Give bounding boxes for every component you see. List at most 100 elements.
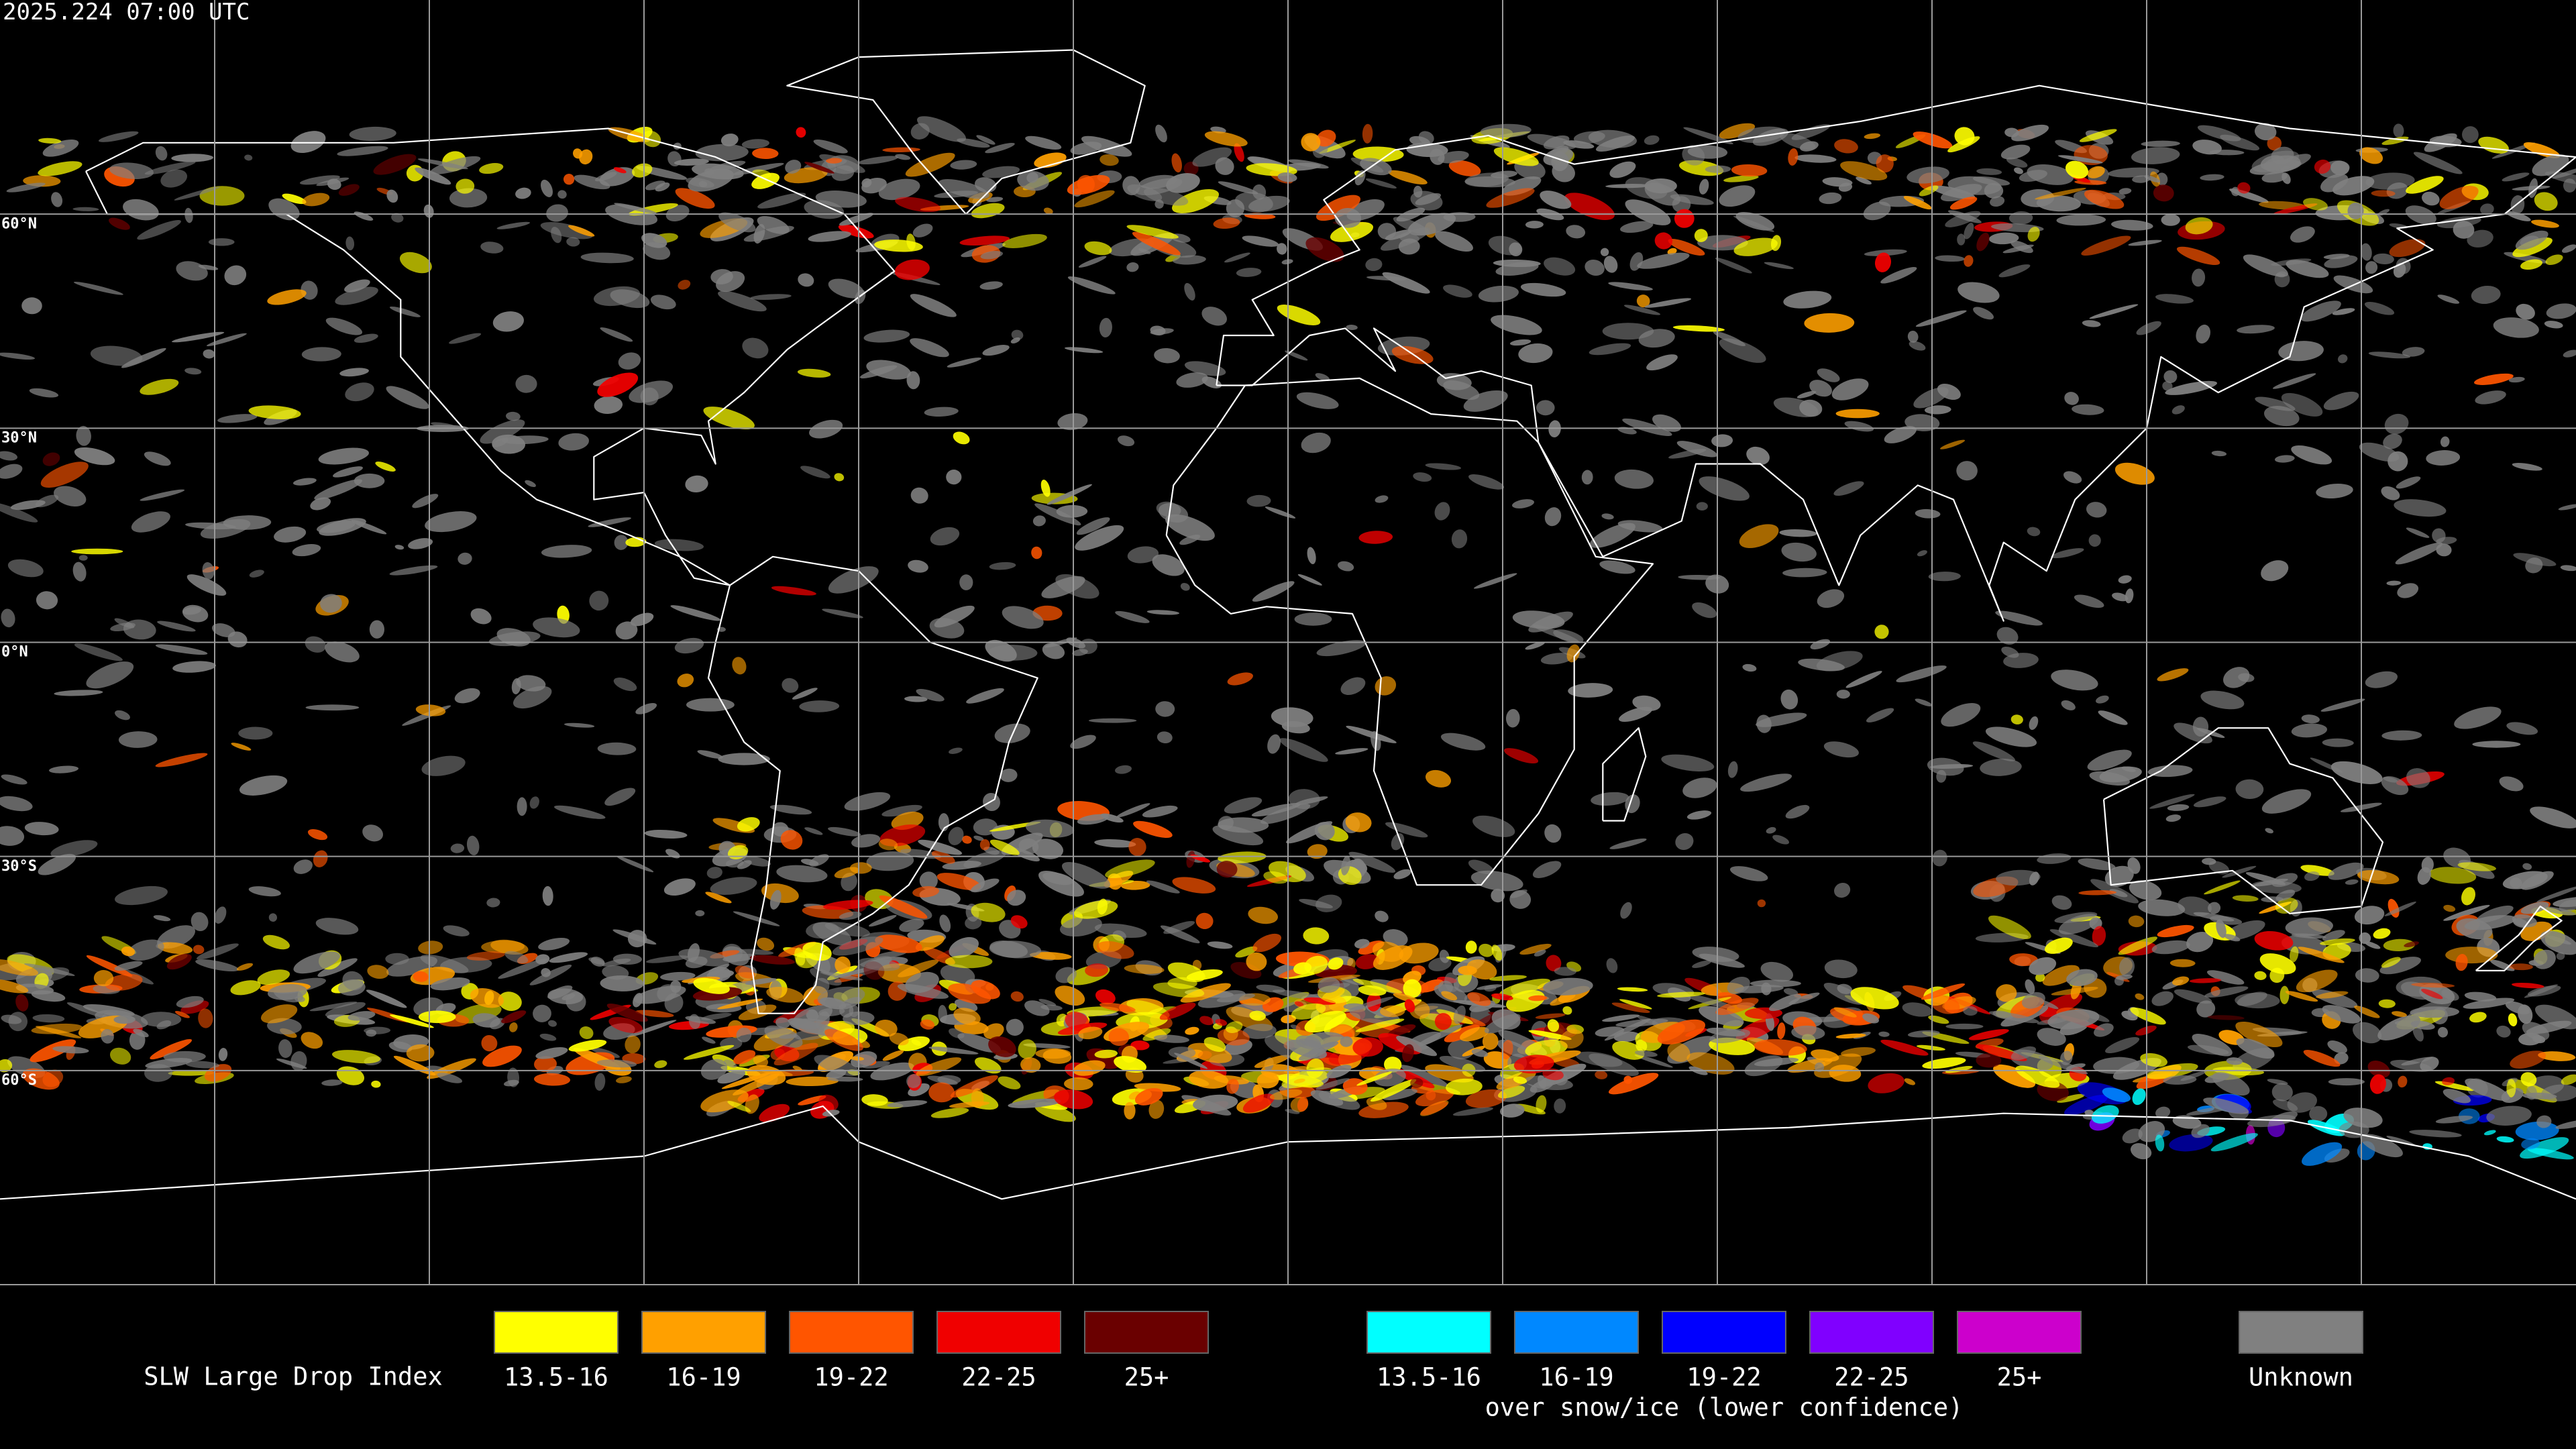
cloud-patch	[1623, 305, 1661, 315]
cloud-patch	[1564, 193, 1615, 220]
cloud-patch	[1377, 223, 1397, 240]
cloud-patch	[718, 290, 767, 312]
cloud-patch	[1115, 610, 1150, 623]
cloud-patch	[800, 466, 830, 479]
cloud-patch	[1602, 1014, 1640, 1022]
cloud-patch	[1434, 502, 1450, 521]
cloud-patch	[905, 152, 955, 177]
cloud-patch	[1699, 178, 1709, 195]
cloud-patch	[418, 1010, 456, 1024]
cloud-patch	[1224, 252, 1250, 263]
cloud-patch	[1614, 469, 1654, 489]
cloud-patch	[718, 753, 770, 765]
cloud-patch	[1917, 550, 1927, 557]
cloud-patch	[2084, 189, 2125, 209]
cloud-patch	[2211, 450, 2227, 457]
cloud-patch	[2222, 865, 2257, 878]
cloud-patch	[1478, 285, 1519, 303]
cloud-patch	[118, 731, 158, 748]
cloud-patch	[1393, 869, 1411, 879]
cloud-patch	[157, 621, 196, 632]
cloud-patch	[1076, 517, 1110, 535]
cloud-patch	[182, 604, 209, 623]
cloud-patch	[1127, 546, 1159, 564]
cloud-patch	[2025, 979, 2035, 994]
cloud-patch	[525, 480, 536, 488]
cloud-patch	[640, 387, 659, 406]
cloud-patch	[2035, 187, 2086, 200]
legend-swatch	[1957, 1311, 2082, 1354]
cloud-patch	[492, 311, 524, 332]
cloud-patch	[171, 154, 213, 162]
cloud-patch	[792, 688, 818, 700]
cloud-patch	[1995, 610, 2043, 626]
cloud-patch	[2563, 350, 2576, 358]
cloud-patch	[1907, 330, 1919, 343]
cloud-patch	[415, 167, 451, 185]
cloud-patch	[2520, 259, 2542, 270]
cloud-patch	[1605, 184, 1652, 189]
cloud-patch	[249, 570, 264, 578]
cloud-patch	[389, 306, 421, 317]
cloud-patch	[533, 617, 580, 638]
cloud-patch	[0, 826, 25, 846]
cloud-patch	[844, 792, 891, 811]
cloud-patch	[1611, 1002, 1650, 1013]
cloud-patch	[980, 250, 1004, 260]
cloud-patch	[1696, 502, 1708, 511]
cloud-patch	[2291, 445, 2332, 465]
cloud-patch	[239, 775, 288, 796]
cloud-patch	[1719, 338, 1766, 363]
cloud-patch	[1043, 207, 1053, 215]
cloud-patch	[2087, 749, 2132, 771]
cloud-patch	[1155, 124, 1167, 143]
cloud-patch	[2065, 160, 2088, 179]
cloud-patch	[1029, 952, 1072, 960]
cloud-patch	[313, 850, 328, 867]
cloud-patch	[1527, 133, 1576, 150]
cloud-patch	[72, 207, 99, 211]
cloud-patch	[454, 688, 480, 704]
cloud-patch	[1381, 227, 1430, 251]
cloud-patch	[1809, 380, 1832, 397]
cloud-patch	[337, 146, 388, 156]
cloud-patch	[1866, 708, 1894, 722]
cloud-patch	[2381, 776, 2409, 796]
cloud-patch	[501, 435, 549, 445]
cloud-patch	[1727, 761, 1738, 778]
cloud-patch	[1915, 698, 1933, 707]
cloud-patch	[588, 517, 631, 527]
cloud-patch	[2561, 244, 2576, 253]
cloud-patch	[1896, 665, 1947, 683]
cloud-patch	[697, 750, 723, 759]
cloud-patch	[2422, 191, 2440, 206]
cloud-patch	[1779, 529, 1817, 537]
cloud-patch	[1486, 188, 1535, 208]
cloud-patch	[2506, 722, 2538, 735]
cloud-patch	[1335, 748, 1368, 755]
cloud-patch	[2196, 324, 2211, 344]
cloud-patch	[912, 223, 933, 237]
cloud-patch	[362, 824, 384, 842]
cloud-patch	[1573, 131, 1605, 144]
cloud-patch	[2027, 226, 2040, 242]
cloud-patch	[1845, 671, 1882, 688]
cloud-patch	[186, 574, 227, 596]
cloud-patch	[310, 497, 331, 511]
cloud-patch	[2406, 176, 2444, 194]
cloud-patch	[2525, 557, 2543, 574]
cloud-patch	[2394, 499, 2447, 517]
cloud-patch	[6, 182, 46, 193]
cloud-patch	[1644, 182, 1680, 206]
cloud-patch	[2437, 294, 2460, 304]
cloud-patch	[1927, 757, 1964, 776]
cloud-patch	[1783, 290, 1832, 309]
cloud-patch	[2393, 123, 2404, 138]
cloud-patch	[685, 475, 708, 493]
cloud-patch	[2161, 214, 2180, 226]
legend-swatch	[1366, 1311, 1491, 1354]
cloud-patch	[695, 144, 749, 162]
cloud-patch	[804, 827, 823, 835]
cloud-patch	[2493, 317, 2539, 338]
